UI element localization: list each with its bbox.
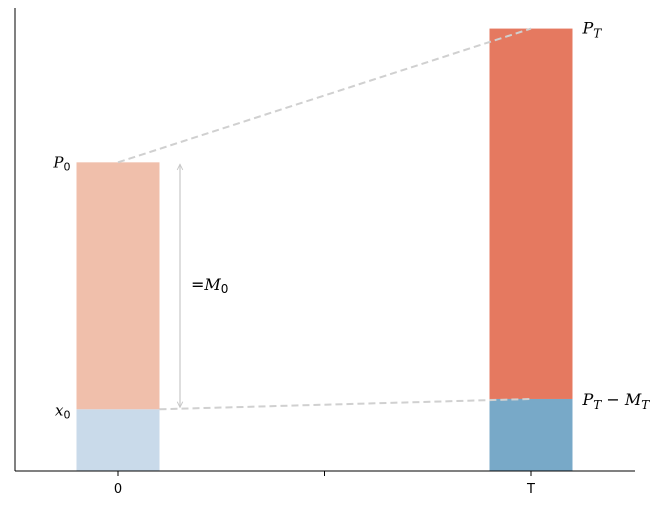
m0-label: =M0 bbox=[191, 275, 228, 296]
bar-segment-0-1 bbox=[489, 398, 573, 471]
bar-segment-1-1 bbox=[489, 28, 573, 399]
bar-segment-0-0 bbox=[76, 409, 160, 471]
bar-segment-1-0 bbox=[76, 162, 160, 410]
x0-label: x0 bbox=[55, 401, 70, 421]
x-tick-label-0: 0 bbox=[114, 482, 122, 497]
connector-top bbox=[117, 27, 532, 164]
pt-minus-mt-label: PT − MT bbox=[582, 390, 651, 412]
p0-label: P0 bbox=[52, 153, 70, 173]
x-tick-label-2: T bbox=[526, 482, 535, 497]
connector-bottom bbox=[159, 397, 532, 411]
pt-label: PT bbox=[582, 19, 603, 41]
